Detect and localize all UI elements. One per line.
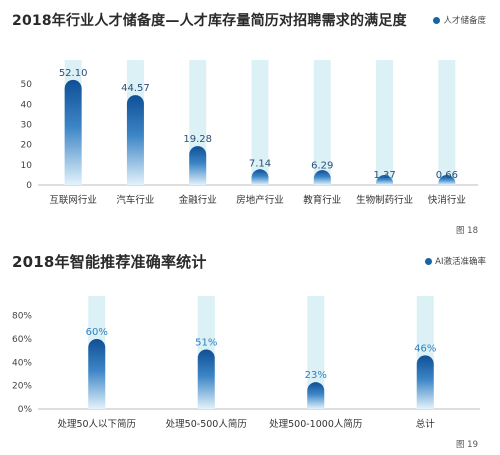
legend-dot-icon: [425, 258, 433, 265]
legend-label: 人才储备度: [443, 16, 486, 26]
bar: [64, 79, 82, 185]
bar: [307, 382, 325, 409]
data-label: 44.57: [121, 83, 150, 94]
y-tick-label: 0%: [18, 405, 33, 415]
chart-title: 2018年行业人才储备度—人才库存量简历对招聘需求的满足度: [12, 13, 407, 29]
chart-legend: AI激活准确率: [425, 255, 486, 267]
bar-track: [313, 60, 331, 185]
chart-legend: 人才储备度: [433, 14, 486, 26]
y-tick-label: 20: [21, 141, 33, 151]
y-tick-label: 40%: [12, 358, 32, 368]
chart-title: 2018年智能推荐准确率统计: [12, 253, 207, 271]
x-tick-label: 汽车行业: [116, 194, 154, 206]
x-tick-label: 处理50人以下简历: [57, 418, 136, 430]
bar: [126, 95, 144, 185]
bar: [251, 169, 269, 185]
y-tick-label: 60%: [12, 335, 32, 345]
bar: [197, 349, 215, 409]
y-tick-label: 30: [21, 120, 33, 130]
data-label: 23%: [305, 370, 327, 381]
figure-label: 图 19: [455, 440, 478, 450]
figure-label: 图 18: [455, 226, 478, 236]
y-tick-label: 50: [21, 80, 33, 90]
y-tick-label: 10: [21, 161, 33, 171]
y-tick-label: 80%: [12, 312, 32, 322]
chart-panel-talent-reserve: 2018年行业人才储备度—人才库存量简历对招聘需求的满足度 人才储备度 0 10 2…: [12, 13, 486, 236]
data-label: 51%: [195, 338, 217, 349]
data-label: 6.29: [311, 160, 333, 171]
bar: [416, 355, 434, 409]
x-tick-label: 生物制药行业: [356, 194, 413, 206]
bar-track: [307, 296, 325, 409]
legend-label: AI激活准确率: [435, 257, 486, 267]
bar-chart-talent-reserve: 0 10 20 30 40 50 52.10 互联网行业 44.57 汽车行业 19.28 金融行业 7…: [21, 60, 478, 206]
data-label: 7.14: [249, 159, 271, 170]
bar: [438, 175, 456, 185]
x-tick-label: 金融行业: [179, 194, 217, 206]
x-tick-label: 处理500-1000人简历: [269, 418, 362, 430]
y-tick-label: 40: [21, 100, 33, 110]
bar-track: [376, 60, 394, 185]
data-label: 1.37: [373, 170, 395, 181]
data-label: 46%: [414, 343, 436, 354]
bar: [189, 146, 207, 185]
bar: [313, 170, 331, 185]
x-tick-label: 快消行业: [428, 194, 466, 206]
chart-panel-ai-accuracy: 2018年智能推荐准确率统计 AI激活准确率 0% 20% 40% 60% 80% 60%…: [0, 238, 500, 455]
x-tick-label: 教育行业: [303, 194, 341, 206]
x-tick-label: 互联网行业: [49, 194, 97, 206]
data-label: 19.28: [183, 134, 212, 145]
x-tick-label: 总计: [416, 418, 436, 430]
legend-dot-icon: [433, 17, 441, 24]
bar-chart-ai-accuracy: 0% 20% 40% 60% 80% 60% 处理50人以下简历 51% 处理50-500人简历…: [12, 296, 480, 430]
data-label: 52.10: [59, 68, 88, 79]
x-tick-label: 房地产行业: [236, 194, 284, 206]
bar-track: [251, 60, 269, 185]
y-tick-label: 0: [26, 181, 32, 191]
y-tick-label: 20%: [12, 382, 32, 392]
data-label: 60%: [86, 327, 108, 338]
x-tick-label: 处理50-500人简历: [166, 418, 247, 430]
data-label: 0.66: [436, 170, 458, 181]
bar: [376, 175, 394, 185]
bar-track: [438, 60, 456, 185]
bar: [88, 339, 106, 409]
